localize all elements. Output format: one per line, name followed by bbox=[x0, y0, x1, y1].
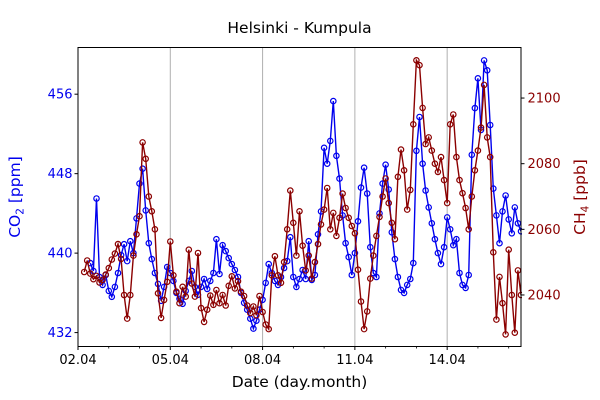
plot-border bbox=[77, 47, 522, 347]
y-right-axis-ticks: 2040 2060 2080 2100 bbox=[521, 92, 561, 303]
y-right-tick-label: 2080 bbox=[528, 157, 561, 172]
x-tick-label: 11.04 bbox=[336, 353, 373, 368]
y-left-tick-label: 440 bbox=[48, 247, 73, 262]
y-right-tick-label: 2040 bbox=[528, 288, 561, 303]
ch4-line bbox=[83, 58, 522, 335]
y-left-label-unit: [ppm] bbox=[6, 156, 24, 208]
y-left-tick-label: 448 bbox=[48, 167, 73, 182]
x-tick-label: 08.04 bbox=[244, 353, 281, 368]
series-markers bbox=[80, 56, 522, 338]
series-markers bbox=[87, 57, 522, 332]
ch4-series bbox=[80, 56, 522, 338]
y-right-tick-label: 2060 bbox=[528, 223, 561, 238]
y-left-tick-label: 456 bbox=[48, 88, 73, 103]
y-right-axis-label: CH4 [ppb] bbox=[571, 159, 592, 235]
y-right-label-sub: 4 bbox=[580, 205, 592, 212]
x-tick-label: 02.04 bbox=[59, 353, 96, 368]
y-left-tick-label: 432 bbox=[48, 326, 73, 341]
y-right-label-main: CH bbox=[571, 212, 589, 234]
x-axis-ticks: 02.04 05.04 08.04 11.04 14.04 bbox=[59, 346, 510, 368]
y-left-label-main: CO bbox=[6, 215, 24, 238]
x-tick-label: 14.04 bbox=[429, 353, 466, 368]
y-right-tick-label: 2100 bbox=[528, 92, 561, 107]
y-right-label-unit: [ppb] bbox=[571, 159, 589, 206]
co2-series bbox=[87, 57, 522, 332]
y-left-axis-label: CO2 [ppm] bbox=[6, 156, 27, 238]
x-tick-label: 05.04 bbox=[152, 353, 189, 368]
y-left-label-sub: 2 bbox=[15, 208, 27, 215]
co2-line bbox=[89, 60, 522, 331]
chart-title: Helsinki - Kumpula bbox=[227, 19, 371, 37]
y-left-axis-ticks: 432 440 448 456 bbox=[48, 88, 78, 341]
x-axis-label: Date (day.month) bbox=[232, 373, 368, 391]
